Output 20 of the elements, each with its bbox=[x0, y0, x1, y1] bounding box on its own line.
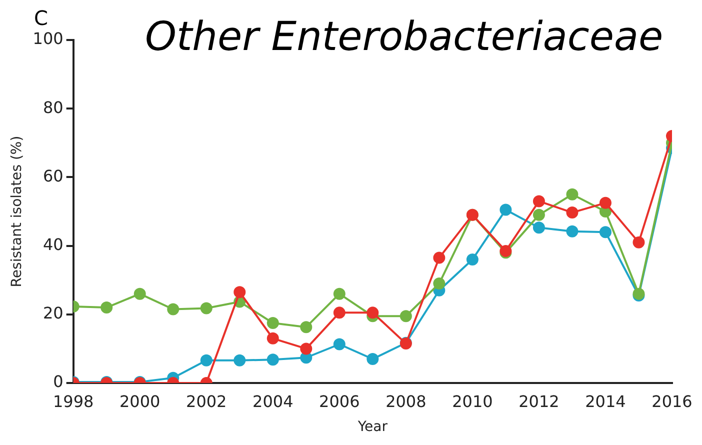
y-axis-title: Resistant isolates (%) bbox=[9, 136, 26, 288]
y-tick-label: 80 bbox=[42, 98, 64, 117]
x-tick-label: 2002 bbox=[186, 392, 227, 411]
y-tick-label: 0 bbox=[53, 372, 64, 392]
x-tick-label: 2010 bbox=[452, 392, 493, 411]
y-tick-label: 100 bbox=[32, 29, 64, 48]
text: C bbox=[34, 6, 48, 30]
x-tick-label: 2016 bbox=[652, 392, 692, 411]
x-tick-label: 2006 bbox=[319, 392, 360, 411]
x-axis-title: Year bbox=[356, 419, 388, 436]
y-tick-label: 20 bbox=[42, 304, 64, 323]
x-tick-label: 2004 bbox=[252, 392, 294, 411]
y-tick-label: 40 bbox=[42, 234, 64, 254]
chart-title: Other Enterobacteriaceae bbox=[145, 14, 664, 60]
x-tick-label: 2000 bbox=[120, 392, 160, 411]
x-tick-label: 1998 bbox=[52, 392, 94, 411]
x-tick-label: 2008 bbox=[386, 392, 426, 411]
x-tick-label: 2012 bbox=[518, 392, 560, 411]
x-tick-label: 2014 bbox=[585, 392, 626, 411]
y-tick-label: 60 bbox=[42, 166, 64, 186]
